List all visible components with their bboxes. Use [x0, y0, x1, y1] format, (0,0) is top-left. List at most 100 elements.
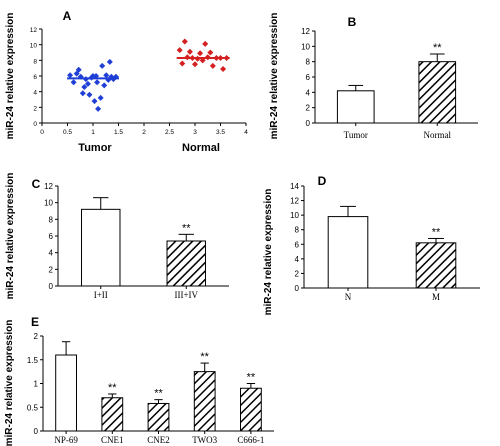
- panel-letter-e: E: [31, 315, 39, 329]
- scatter-point: [181, 38, 188, 45]
- y-tick-label: 12: [301, 27, 310, 36]
- bar-cne1: [101, 397, 124, 432]
- y-tick-label: 1: [34, 380, 39, 389]
- group-label: Normal: [182, 142, 220, 154]
- y-tick-label: 1.5: [27, 356, 39, 365]
- bar-c666-1: [240, 387, 262, 432]
- y-tick-label: 12: [290, 197, 299, 206]
- panel-letter-a: A: [63, 9, 72, 23]
- scatter-point: [209, 62, 216, 69]
- y-axis-title: miR-24 relative expression: [269, 13, 280, 140]
- y-tick-label: 2: [34, 332, 39, 341]
- x-tick-label: TWO3: [192, 435, 217, 445]
- y-tick-label: 0: [34, 427, 39, 436]
- x-tick-label: NP-69: [54, 435, 78, 445]
- scatter-point: [101, 82, 108, 89]
- y-tick-label: 6: [49, 232, 54, 241]
- scatter-point: [186, 48, 193, 55]
- bar-n: [327, 216, 369, 289]
- x-tick-label: 3.5: [216, 129, 225, 136]
- y-tick-label: 4: [49, 249, 54, 258]
- bar-cne2: [147, 402, 170, 432]
- scatter-point: [97, 94, 104, 101]
- y-tick-label: 12: [44, 182, 53, 191]
- y-tick-label: 6: [295, 240, 300, 249]
- y-tick-label: 0: [33, 121, 37, 128]
- y-tick-label: 0: [306, 119, 311, 128]
- scatter-point: [179, 60, 186, 67]
- y-tick-label: 10: [44, 199, 53, 208]
- panel-letter-b: B: [348, 15, 357, 29]
- scatter-point: [91, 98, 98, 105]
- x-tick-label: I+II: [94, 290, 108, 300]
- bar-iii-iv: [166, 240, 206, 287]
- significance-label: **: [154, 388, 163, 400]
- x-tick-label: 1: [91, 129, 95, 136]
- y-tick-label: 6: [33, 74, 37, 81]
- scatter-point: [75, 66, 82, 73]
- scatter-point: [176, 47, 183, 54]
- x-tick-label: N: [345, 292, 352, 302]
- y-axis-title: miR-24 relative expression: [5, 173, 16, 300]
- x-tick-label: 1.5: [114, 129, 123, 136]
- x-tick-label: 0: [40, 129, 44, 136]
- significance-label: **: [432, 226, 441, 238]
- bar-m: [415, 242, 457, 289]
- scatter-point: [67, 72, 74, 79]
- scatter-point: [103, 72, 110, 79]
- panel-letter-c: C: [32, 177, 41, 191]
- scatter-point: [197, 50, 204, 57]
- y-tick-label: 6: [306, 73, 311, 82]
- y-tick-label: 0: [295, 284, 300, 293]
- scatter-point: [79, 90, 86, 97]
- y-tick-label: 8: [295, 226, 300, 235]
- panel-letter-d: D: [318, 174, 327, 188]
- scatter-point: [70, 79, 77, 86]
- scatter-point: [81, 83, 88, 90]
- bar-normal: [418, 61, 457, 124]
- significance-label: **: [247, 372, 256, 384]
- significance-label: **: [182, 222, 191, 234]
- y-tick-label: 8: [33, 58, 37, 65]
- scatter-point: [220, 65, 227, 72]
- scatter-point: [94, 79, 101, 86]
- scatter-point: [84, 80, 91, 87]
- x-tick-label: CNE2: [147, 435, 170, 445]
- x-tick-label: Normal: [424, 130, 452, 140]
- y-tick-label: 2: [306, 104, 311, 113]
- y-tick-label: 2: [33, 105, 37, 112]
- y-tick-label: 4: [295, 255, 300, 264]
- bar-np-69: [55, 354, 77, 432]
- significance-label: **: [433, 42, 442, 54]
- scatter-point: [99, 62, 106, 69]
- scatter-point: [202, 40, 209, 47]
- x-tick-label: 0.5: [63, 129, 72, 136]
- y-tick-label: 2: [49, 265, 54, 274]
- x-tick-label: CNE1: [101, 435, 124, 445]
- y-tick-label: 4: [306, 88, 311, 97]
- x-tick-label: Tumor: [344, 130, 368, 140]
- scatter-point: [106, 58, 113, 65]
- significance-label: **: [200, 351, 209, 363]
- group-label: Tumor: [78, 142, 112, 154]
- x-tick-label: 4: [244, 129, 248, 136]
- y-tick-label: 14: [290, 182, 299, 191]
- y-tick-label: 8: [49, 215, 54, 224]
- bar-tumor: [336, 90, 375, 124]
- x-tick-label: 2.5: [165, 129, 174, 136]
- y-tick-label: 8: [306, 58, 311, 67]
- y-tick-label: 10: [290, 211, 299, 220]
- scatter-point: [86, 91, 93, 98]
- x-tick-label: M: [432, 292, 440, 302]
- x-tick-label: 2: [142, 129, 146, 136]
- y-tick-label: 10: [301, 42, 310, 51]
- y-axis-title: miR-24 relative expression: [5, 13, 16, 140]
- y-tick-label: 0.5: [27, 403, 39, 412]
- scatter-point: [192, 61, 198, 68]
- bar-two3: [193, 371, 216, 432]
- y-tick-label: 10: [30, 43, 38, 50]
- y-tick-label: 4: [33, 90, 37, 97]
- y-tick-label: 2: [295, 269, 300, 278]
